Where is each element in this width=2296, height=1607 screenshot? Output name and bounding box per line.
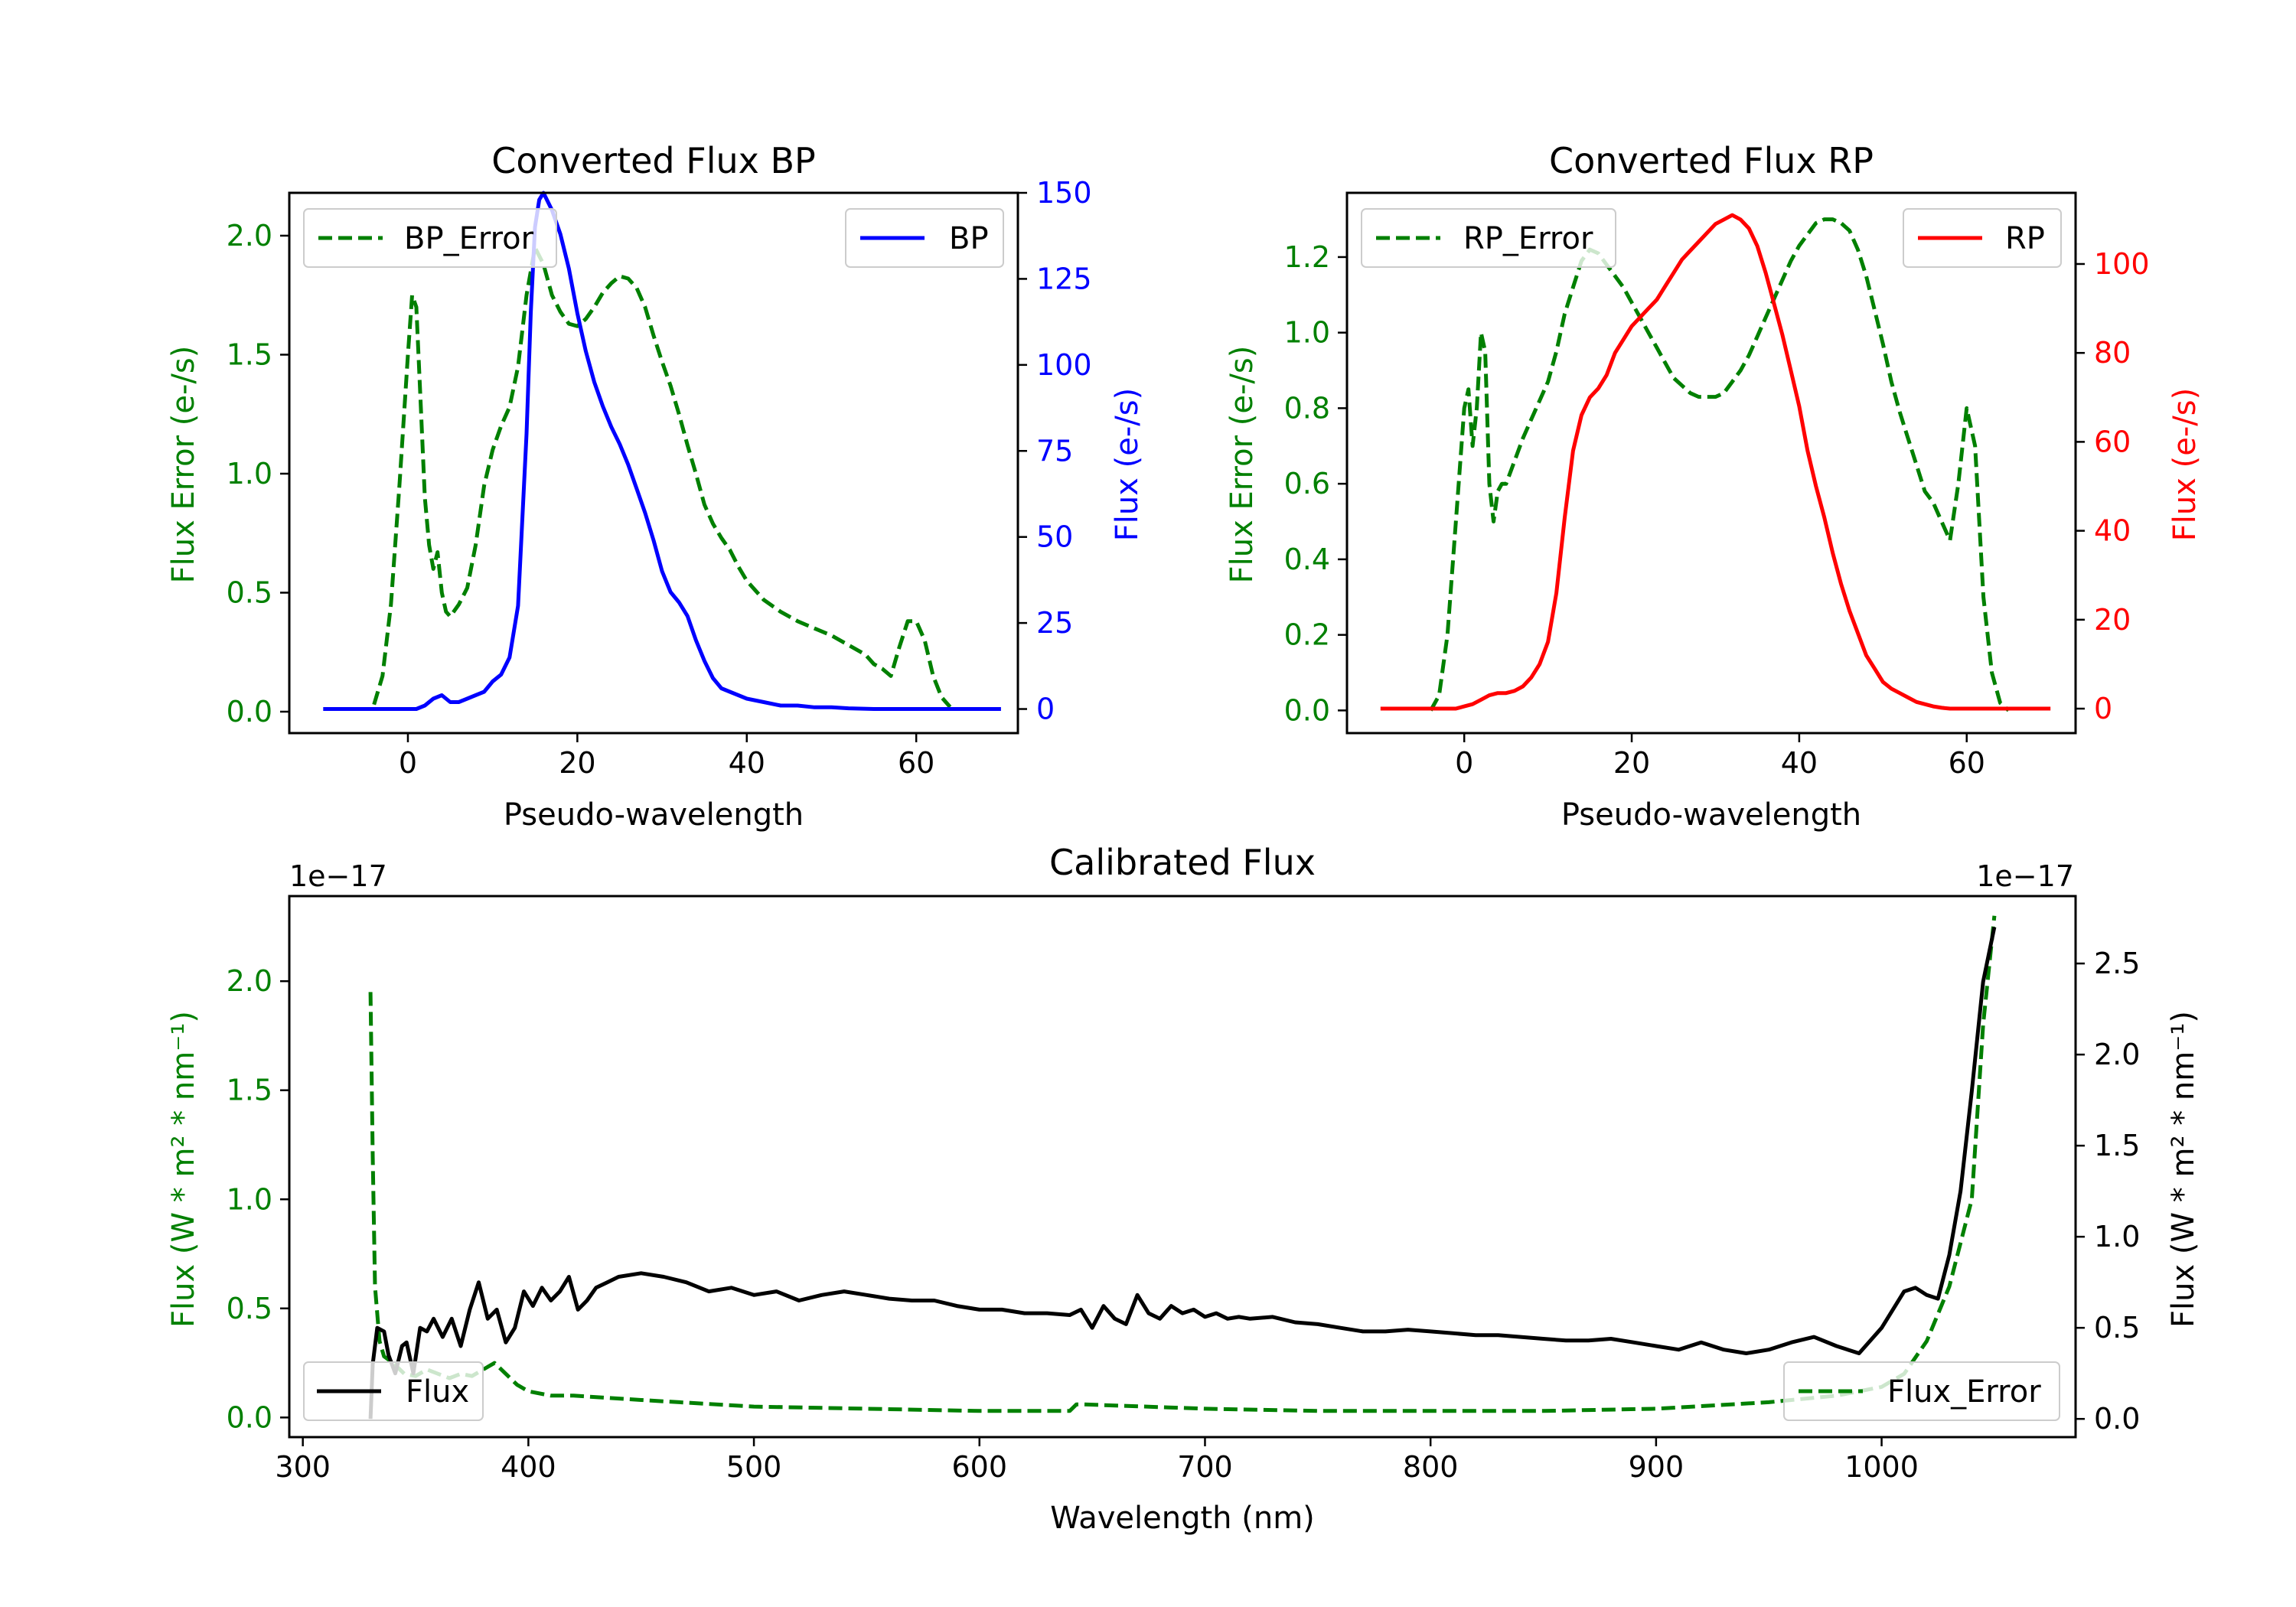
rp-ylabel-right: Flux (e-/s) xyxy=(2167,388,2203,541)
calibrated-legend-right-frame xyxy=(1783,1361,2060,1421)
bp-ytick-left-label: 0.5 xyxy=(227,576,272,610)
rp-ytick-left-label: 0.0 xyxy=(1284,693,1330,727)
bp-xtick-label: 40 xyxy=(729,746,765,780)
bp-series-bp-line xyxy=(323,191,1001,711)
rp-series-rp-line xyxy=(1380,213,2051,711)
bp-legend-left-label: BP_Error xyxy=(404,221,534,256)
rp-ytick-left-label: 0.6 xyxy=(1284,467,1330,500)
calibrated-legend-left-label: Flux xyxy=(406,1374,469,1410)
calibrated-series-flux-line xyxy=(368,926,1997,1420)
rp-legend-left-label: RP_Error xyxy=(1463,221,1593,256)
calibrated-ytick-right-label: 2.5 xyxy=(2094,947,2140,980)
rp-ylabel-left: Flux Error (e-/s) xyxy=(1225,346,1260,584)
calibrated-xtick-label: 700 xyxy=(1177,1450,1233,1484)
rp-ytick-left-label: 1.2 xyxy=(1284,240,1330,274)
calibrated-axes-frame xyxy=(288,895,2077,1439)
rp-ytick-left-label: 0.2 xyxy=(1284,618,1330,652)
rp-legend-right-label: RP xyxy=(2005,221,2045,256)
rp-axes-frame xyxy=(1345,191,2077,735)
calibrated-ytick-left-label: 0.5 xyxy=(227,1292,272,1325)
calibrated-ylabel-right: Flux (W * m² * nm⁻¹) xyxy=(2166,1011,2201,1328)
rp-ytick-left-label: 1.0 xyxy=(1284,316,1330,350)
calibrated-xtick-label: 800 xyxy=(1403,1450,1459,1484)
calibrated-legend-right-label: Flux_Error xyxy=(1887,1374,2041,1410)
calibrated-xtick-label: 400 xyxy=(501,1450,556,1484)
bp-ytick-right-label: 0 xyxy=(1036,693,1055,726)
bp-ytick-left-label: 1.0 xyxy=(227,457,272,491)
rp-xlabel: Pseudo-wavelength xyxy=(1561,797,1861,833)
bp-ytick-right-label: 50 xyxy=(1036,520,1073,554)
rp-xtick-label: 20 xyxy=(1613,746,1650,780)
bp-legend-left-frame xyxy=(303,208,557,268)
bp-ytick-right-label: 25 xyxy=(1036,606,1073,640)
calibrated-xtick-label: 500 xyxy=(726,1450,782,1484)
bp-ytick-right-label: 75 xyxy=(1036,434,1073,468)
rp-title: Converted Flux RP xyxy=(1549,140,1874,181)
bp-ylabel-left: Flux Error (e-/s) xyxy=(166,346,201,584)
calibrated-xtick-label: 300 xyxy=(275,1450,331,1484)
calibrated-offset-left: 1e−17 xyxy=(289,859,387,893)
rp-ytick-right-label: 0 xyxy=(2094,692,2112,725)
rp-ytick-right-label: 60 xyxy=(2094,425,2131,458)
calibrated-ytick-left-label: 1.0 xyxy=(227,1182,272,1216)
bp-ytick-left-label: 0.0 xyxy=(227,695,272,729)
calibrated-ytick-right-label: 2.0 xyxy=(2094,1038,2140,1071)
bp-ylabel-right: Flux (e-/s) xyxy=(1110,388,1145,541)
calibrated-ytick-right-label: 1.0 xyxy=(2094,1220,2140,1253)
calibrated-ytick-right-label: 0.0 xyxy=(2094,1402,2140,1436)
calibrated-plot-area: 300 400 500 600 700 800 900 1000 0.0 0.5 1.0 1.5 2.0… xyxy=(227,895,2140,1484)
calibrated-legend-right: Flux_Error xyxy=(1783,1361,2060,1421)
rp-series-rp-error-line xyxy=(1429,217,2011,712)
bp-xtick-label: 20 xyxy=(559,746,595,780)
rp-legend-left-frame xyxy=(1361,208,1616,268)
calibrated-title: Calibrated Flux xyxy=(1049,842,1316,883)
bp-ytick-right-label: 100 xyxy=(1036,348,1092,382)
bp-axes-frame xyxy=(288,191,1019,735)
bp-ytick-right-label: 125 xyxy=(1036,262,1092,295)
panel-calibrated: Calibrated Flux Wavelength (nm) 1e−17 1e… xyxy=(166,842,2201,1536)
calibrated-offset-right: 1e−17 xyxy=(1976,859,2074,893)
bp-title: Converted Flux BP xyxy=(491,140,816,181)
bp-legend-right-label: BP xyxy=(949,221,989,256)
bp-ytick-left-label: 2.0 xyxy=(227,219,272,253)
calibrated-ytick-right-label: 0.5 xyxy=(2094,1311,2140,1345)
calibrated-xlabel: Wavelength (nm) xyxy=(1050,1501,1315,1536)
calibrated-xtick-label: 900 xyxy=(1629,1450,1684,1484)
calibrated-ylabel-left: Flux (W * m² * nm⁻¹) xyxy=(166,1011,201,1328)
calibrated-ytick-left-label: 1.5 xyxy=(227,1074,272,1107)
rp-ytick-right-label: 80 xyxy=(2094,336,2131,370)
rp-xtick-label: 40 xyxy=(1781,746,1818,780)
rp-ytick-right-label: 40 xyxy=(2094,514,2131,548)
calibrated-xtick-label: 1000 xyxy=(1844,1450,1919,1484)
calibrated-xtick-label: 600 xyxy=(952,1450,1008,1484)
bp-plot-area: 0 20 40 60 0.0 0.5 1.0 1.5 2.0 0 25 50 75 100 125 150 xyxy=(227,176,1092,780)
calibrated-ytick-right-label: 1.5 xyxy=(2094,1129,2140,1162)
rp-plot-area: 0 20 40 60 0.0 0.2 0.4 0.6 0.8 1.0 1.2 0 20 40 60 80 100 xyxy=(1284,191,2150,780)
calibrated-legend-left-frame xyxy=(303,1361,484,1421)
rp-ytick-left-label: 0.4 xyxy=(1284,543,1330,576)
bp-xlabel: Pseudo-wavelength xyxy=(504,797,804,833)
calibrated-ytick-left-label: 2.0 xyxy=(227,964,272,998)
rp-ytick-right-label: 20 xyxy=(2094,603,2131,637)
bp-legend-left: BP_Error xyxy=(303,208,557,268)
rp-ytick-left-label: 0.8 xyxy=(1284,391,1330,425)
rp-xtick-label: 0 xyxy=(1455,746,1473,780)
rp-legend-right: RP xyxy=(1903,208,2062,268)
calibrated-legend-left: Flux xyxy=(303,1361,484,1421)
bp-xtick-label: 0 xyxy=(399,746,417,780)
calibrated-ytick-left-label: 0.0 xyxy=(227,1400,272,1434)
bp-ytick-right-label: 150 xyxy=(1036,176,1092,210)
panel-rp: Converted Flux RP Pseudo-wavelength Flux… xyxy=(1225,140,2203,833)
bp-ytick-left-label: 1.5 xyxy=(227,337,272,371)
rp-legend-left: RP_Error xyxy=(1361,208,1616,268)
rp-xtick-label: 60 xyxy=(1949,746,1985,780)
panel-bp: Converted Flux BP Pseudo-wavelength Flux… xyxy=(166,140,1145,833)
bp-series-bp-error-line xyxy=(372,246,952,709)
bp-legend-right: BP xyxy=(845,208,1004,268)
rp-ytick-right-label: 100 xyxy=(2094,247,2150,281)
bp-xtick-label: 60 xyxy=(898,746,934,780)
